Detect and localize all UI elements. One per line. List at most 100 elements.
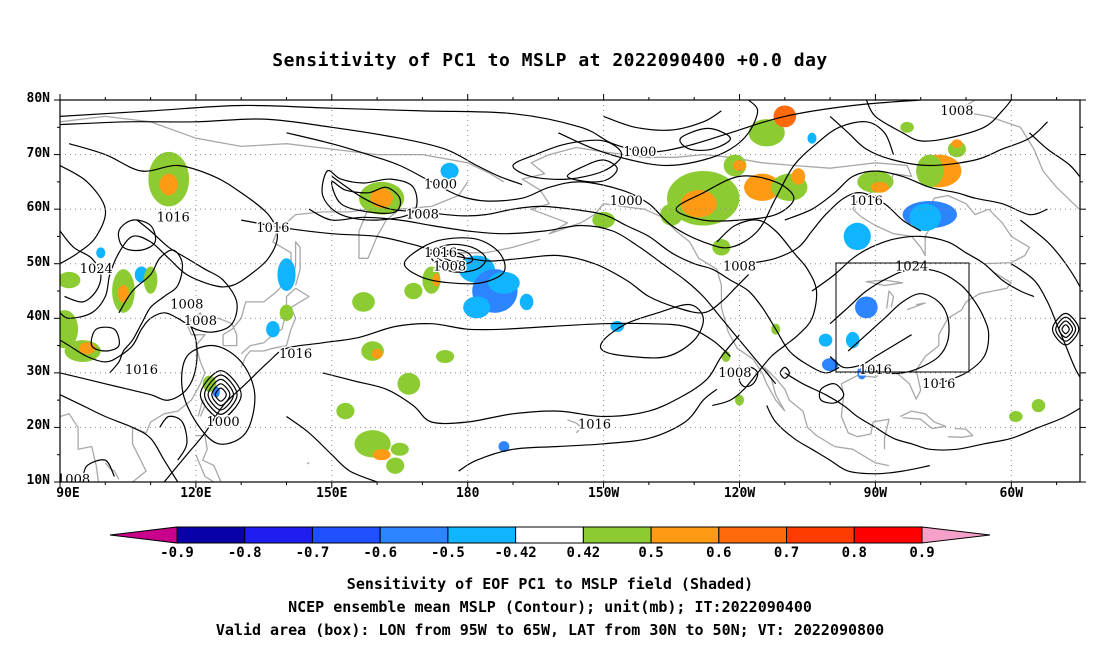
contour-label: 1016 xyxy=(155,209,191,227)
sensitivity-patch xyxy=(352,292,375,312)
graticule-layer xyxy=(60,100,1080,482)
colorbar xyxy=(109,526,991,544)
sensitivity-patch xyxy=(397,372,421,395)
contour-label: 1008 xyxy=(182,313,218,331)
colorbar-label: -0.8 xyxy=(227,545,262,561)
sensitivity-patch xyxy=(277,258,296,292)
lat-label: 10N xyxy=(26,473,50,488)
mslp-contour xyxy=(1051,312,1080,346)
colorbar-segment xyxy=(176,526,246,544)
sensitivity-patch xyxy=(371,348,383,359)
caption-line-2: NCEP ensemble mean MSLP (Contour); unit(… xyxy=(288,598,812,616)
colorbar-segment xyxy=(311,526,381,544)
mslp-contour xyxy=(163,322,731,482)
mslp-contour xyxy=(82,459,115,480)
sensitivity-patch xyxy=(870,181,889,193)
caption-line-3: Valid area (box): LON from 95W to 65W, L… xyxy=(215,621,885,639)
mslp-contour xyxy=(60,164,107,265)
colorbar-label: 0.8 xyxy=(841,545,867,561)
sensitivity-patch xyxy=(336,402,355,420)
mslp-contour xyxy=(675,175,795,222)
mslp-contour xyxy=(603,110,722,131)
mslp-contour xyxy=(109,249,184,374)
mslp-contour xyxy=(599,303,704,359)
contour-label: 1000 xyxy=(205,413,241,431)
mslp-contour xyxy=(159,415,188,461)
mslp-contour xyxy=(865,100,1012,142)
mslp-contour xyxy=(214,387,227,402)
sensitivity-patch xyxy=(435,349,455,364)
colorbar-segment xyxy=(447,526,517,544)
svg-text:1008: 1008 xyxy=(940,104,973,119)
sensitivity-patch xyxy=(821,358,839,372)
lat-label: 60N xyxy=(26,200,50,216)
mslp-contour xyxy=(241,219,750,314)
coastline xyxy=(521,146,645,235)
colorbar-label: -0.9 xyxy=(160,545,194,561)
sensitivity-patch xyxy=(404,282,423,300)
mslp-contour xyxy=(60,143,279,319)
coastline xyxy=(947,427,974,438)
coastline-layer xyxy=(60,100,1080,482)
axis-ticks xyxy=(54,94,1086,488)
lon-label: 60W xyxy=(999,486,1024,501)
caption-line-1: Sensitivity of EOF PC1 to MSLP field (Sh… xyxy=(346,575,754,593)
coastline xyxy=(435,238,541,254)
mslp-contour xyxy=(60,118,523,186)
mslp-contour xyxy=(784,372,1080,451)
svg-text:1008: 1008 xyxy=(718,366,751,381)
sensitivity-patch xyxy=(159,173,178,196)
mslp-contour xyxy=(784,170,1048,221)
sensitivity-patch xyxy=(440,162,459,180)
mslp-contour xyxy=(60,318,198,401)
sensitivity-patch xyxy=(117,285,129,303)
sensitivity-patch xyxy=(748,119,785,147)
sensitivity-patch xyxy=(432,273,440,287)
mslp-contour xyxy=(679,127,731,152)
lat-label: 70N xyxy=(26,145,50,161)
colorbar-label: 0.7 xyxy=(773,545,800,561)
mslp-contour xyxy=(60,100,921,153)
svg-text:1000: 1000 xyxy=(610,194,643,209)
mslp-contour xyxy=(435,248,474,266)
mslp-contour xyxy=(847,293,950,375)
colorbar-segment xyxy=(244,526,313,544)
colorbar-label: -0.6 xyxy=(363,545,398,561)
colorbar-arrow-right xyxy=(921,526,991,544)
mslp-contour xyxy=(1058,320,1074,339)
lat-label: 50N xyxy=(26,254,50,270)
sensitivity-patch xyxy=(498,441,510,452)
mslp-contour xyxy=(738,366,759,388)
colorbar-label: -0.42 xyxy=(494,545,537,561)
sensitivity-patch xyxy=(951,139,963,149)
mslp-contour xyxy=(766,405,930,475)
svg-text:1008: 1008 xyxy=(723,259,756,274)
colorbar-segment xyxy=(718,526,788,544)
colorbar-label: -0.7 xyxy=(295,545,330,561)
contour-label: 1024 xyxy=(78,261,114,279)
coastline xyxy=(195,434,222,482)
mslp-contour xyxy=(712,219,818,407)
colorbar-label: 0.9 xyxy=(909,545,935,561)
sensitivity-patch xyxy=(488,271,520,294)
svg-text:1016: 1016 xyxy=(279,347,312,362)
contour-label: 1000 xyxy=(622,143,658,161)
svg-text:1000: 1000 xyxy=(623,145,656,160)
sensitivity-patch xyxy=(845,331,860,349)
colorbar-segment xyxy=(786,526,855,544)
lon-label: 150W xyxy=(587,486,620,501)
contour-label: 1016 xyxy=(576,416,612,434)
contour-label: 1016 xyxy=(422,244,458,262)
colorbar-segment xyxy=(650,526,720,544)
sensitivity-patch xyxy=(372,449,391,461)
mslp-contour xyxy=(512,139,623,180)
lon-label: 90E xyxy=(56,486,80,501)
sensitivity-patch xyxy=(390,442,409,456)
svg-text:1008: 1008 xyxy=(184,314,217,329)
sensitivity-patch xyxy=(60,310,79,349)
colorbar-segment xyxy=(379,526,449,544)
sensitivity-patch xyxy=(143,266,158,294)
mslp-contour xyxy=(308,208,777,385)
lon-label: 180 xyxy=(455,486,480,501)
